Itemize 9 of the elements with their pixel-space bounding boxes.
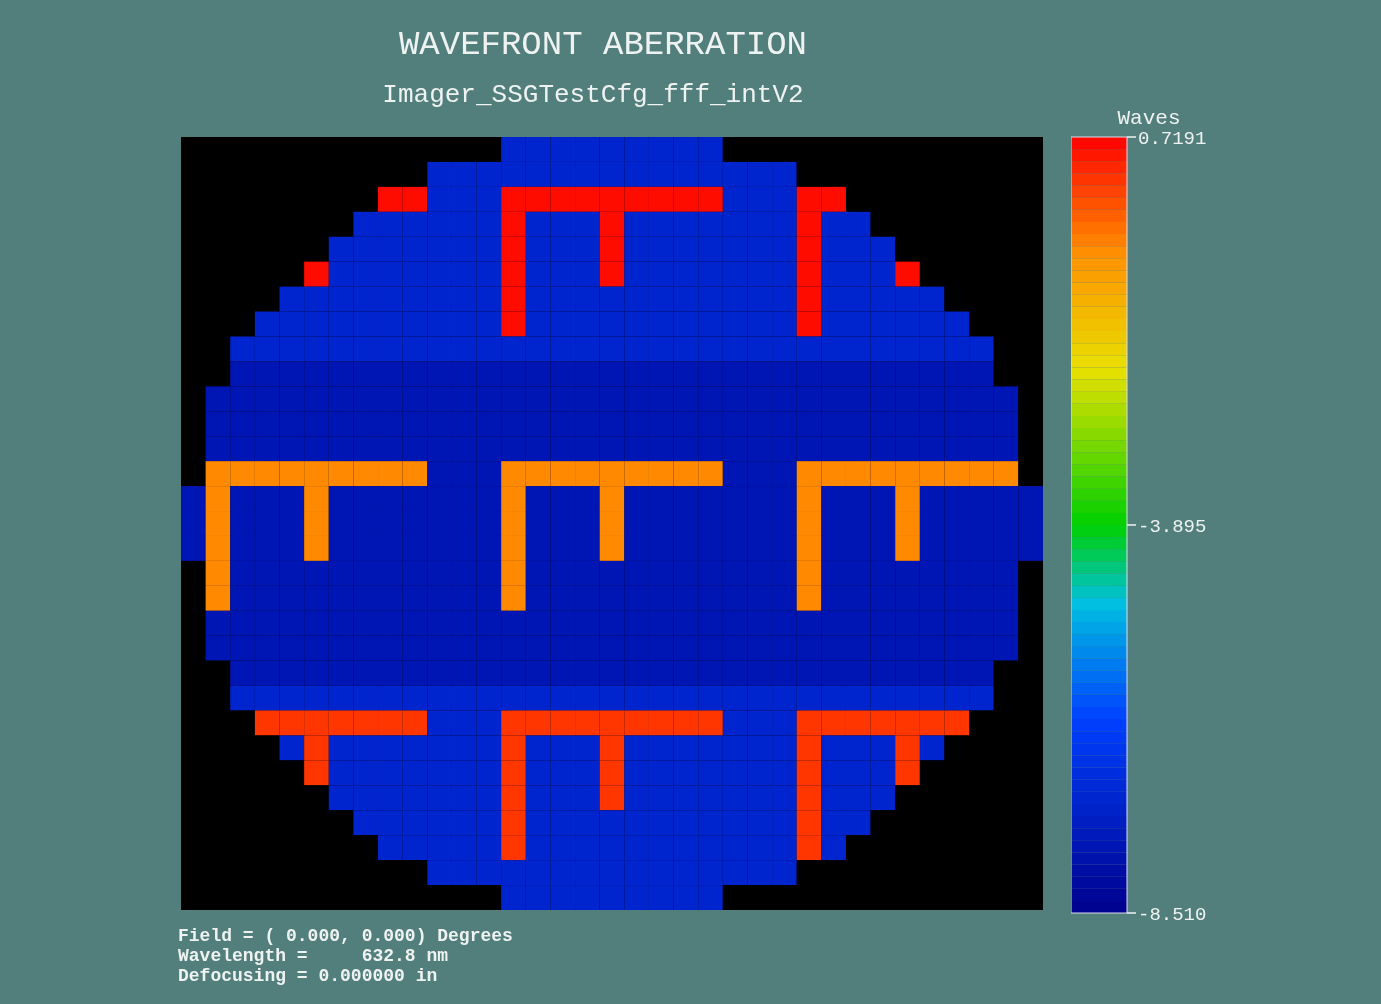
color-bar-label: -3.895 <box>1138 515 1207 538</box>
text: Field = ( 0.000, 0.000) Degrees <box>178 926 513 946</box>
chart-subtitle: Imager_SSGTestCfg_fff_intV2 <box>381 80 805 110</box>
color-bar-label: 0.7191 <box>1138 127 1207 150</box>
color-bar-title: Waves <box>1116 107 1182 130</box>
color-bar-label: -8.510 <box>1138 903 1207 926</box>
chart-title: WAVEFRONT ABERRATION <box>397 26 809 64</box>
text: Wavelength = 632.8 nm <box>178 946 450 966</box>
text: Defocusing = 0.000000 in <box>178 966 439 986</box>
